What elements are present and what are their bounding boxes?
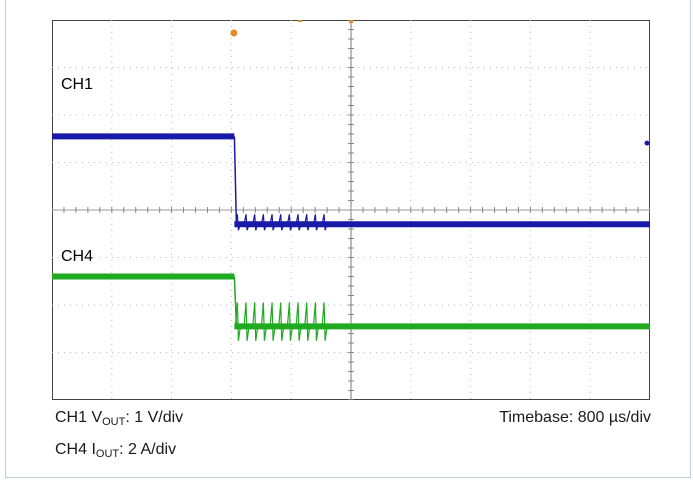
ch4-label: CH4 (61, 248, 94, 265)
ch1-offset-marker (644, 140, 650, 146)
ch1-scale-caption: CH1 VOUT: 1 V/div (55, 409, 183, 428)
figure-frame (5, 0, 691, 478)
ch4-caption-sub: OUT (95, 448, 120, 460)
ch1-caption-prefix: CH1 V (55, 409, 103, 426)
trigger-marker (230, 29, 238, 37)
ch1-ringing-pulse (295, 214, 302, 231)
ch1-ringing-pulse (312, 214, 319, 231)
ch1-high-level (52, 133, 235, 140)
timebase-caption: Timebase: 800 µs/div (499, 409, 651, 426)
ch1-ringing-pulse (243, 214, 250, 231)
ch4-ringing-pulse (295, 302, 302, 341)
ch1-ringing-pulse (278, 214, 285, 231)
ch1-step-edge (233, 136, 238, 225)
ch4-ringing-pulse (252, 302, 259, 341)
ch4-high-level (52, 273, 235, 280)
ch1-caption-sub: OUT (102, 416, 126, 428)
ch1-ringing-pulse (269, 214, 276, 231)
ch1-caption-suffix: : 1 V/div (125, 409, 184, 426)
ch1-ringing-pulse (321, 214, 328, 231)
ch4-low-level (234, 323, 650, 330)
ch4-ringing-pulse (321, 302, 328, 341)
ch1-ringing-pulse (304, 214, 311, 231)
ch4-caption-suffix: : 2 A/div (119, 441, 177, 458)
ch4-ringing-pulse (304, 302, 311, 341)
ch4-ringing-pulse (269, 302, 276, 341)
ch1-ringing-pulse (234, 214, 241, 231)
ch4-ringing-pulse (278, 302, 285, 341)
ch4-caption-prefix: CH4 I (55, 441, 96, 458)
ch1-ringing-pulse (260, 214, 267, 231)
ch4-ringing-pulse (312, 302, 320, 341)
center-time-marker (349, 20, 353, 23)
ch1-ringing-pulse (286, 214, 293, 231)
ch1-ringing-pulse (252, 214, 259, 231)
ch1-low-level (234, 221, 650, 228)
time-marker (298, 20, 303, 22)
ch4-ringing-pulse (234, 302, 241, 341)
scope-plot (51, 19, 651, 401)
oscilloscope-display (51, 19, 651, 401)
ch1-label: CH1 (61, 76, 94, 93)
ch4-ringing-pulse (260, 302, 267, 341)
ch4-ringing-pulse (286, 302, 294, 341)
ch4-scale-caption: CH4 IOUT: 2 A/div (55, 441, 176, 460)
ch4-ringing-pulse (243, 302, 250, 341)
